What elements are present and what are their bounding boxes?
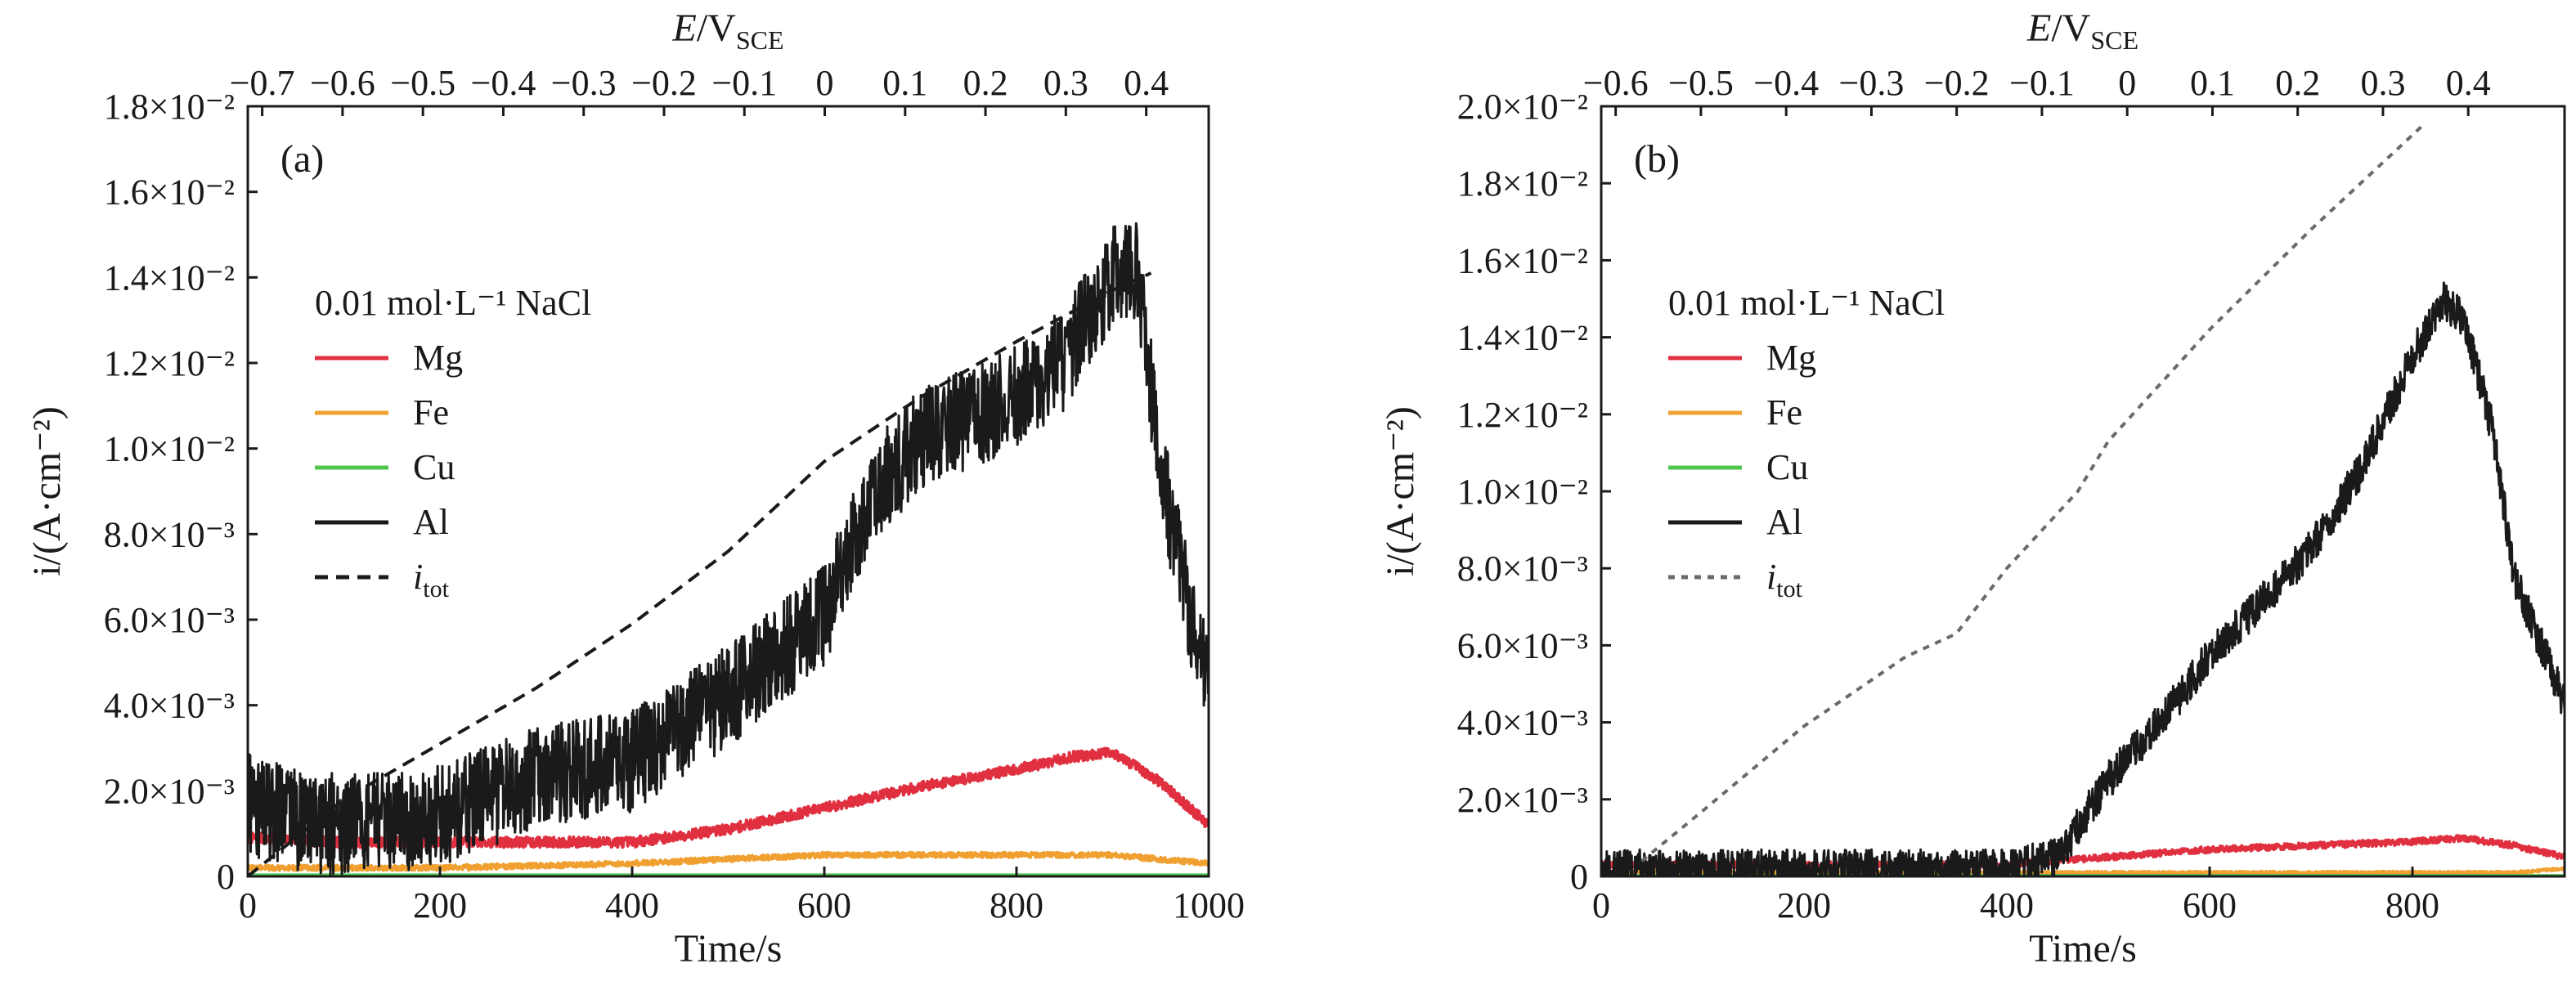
top-tick-label: −0.1 bbox=[711, 63, 777, 103]
plot-frame bbox=[1600, 105, 2566, 878]
top-tick-label: −0.3 bbox=[551, 63, 617, 103]
top-tick-label: 0.4 bbox=[1124, 63, 1169, 103]
top-tick-label: 0.2 bbox=[963, 63, 1008, 103]
y-tick-label: 6.0×10⁻³ bbox=[1457, 625, 1588, 665]
y-tick-label: 0 bbox=[1570, 857, 1588, 897]
x-tick-label: 200 bbox=[1777, 885, 1831, 925]
top-tick-label: −0.3 bbox=[1839, 63, 1905, 103]
top-tick-label: 0 bbox=[2118, 63, 2136, 103]
top-tick-label: −0.7 bbox=[230, 63, 295, 103]
top-tick-label: 0.3 bbox=[2360, 63, 2405, 103]
top-tick-label: −0.5 bbox=[1668, 63, 1734, 103]
x-tick-label: 600 bbox=[2183, 885, 2237, 925]
y-tick-label: 1.0×10⁻² bbox=[104, 429, 235, 469]
plot-area bbox=[248, 222, 1209, 876]
legend-label-al: Al bbox=[1766, 502, 1802, 542]
legend-label-itot: itot bbox=[413, 557, 450, 603]
top-tick-label: −0.4 bbox=[1753, 63, 1819, 103]
y-tick-label: 2.0×10⁻³ bbox=[104, 771, 235, 811]
y-tick-label: 8.0×10⁻³ bbox=[1457, 549, 1588, 589]
x-tick-label: 600 bbox=[797, 885, 851, 925]
y-tick-label: 1.4×10⁻² bbox=[104, 258, 235, 298]
x-axis-title: Time/s bbox=[2029, 927, 2137, 970]
y-tick-label: 6.0×10⁻³ bbox=[104, 600, 235, 640]
x-tick-label: 800 bbox=[2385, 885, 2439, 925]
y-tick-label: 1.6×10⁻² bbox=[104, 172, 235, 213]
y-tick-label: 2.0×10⁻³ bbox=[1457, 780, 1588, 820]
top-tick-label: −0.6 bbox=[1583, 63, 1649, 103]
top-axis-title: E/VSCE bbox=[671, 7, 783, 55]
legend-label-mg: Mg bbox=[1766, 338, 1816, 378]
legend: 0.01 mol·L⁻¹ NaCl Mg Fe Cu Al itot bbox=[315, 283, 591, 603]
x-tick-label: 200 bbox=[413, 885, 467, 925]
legend-label-mg: Mg bbox=[413, 338, 463, 378]
legend-title: 0.01 mol·L⁻¹ NaCl bbox=[315, 283, 591, 323]
series-line-i-tot bbox=[248, 271, 1152, 876]
top-tick-label: −0.2 bbox=[631, 63, 697, 103]
x-tick-label: 800 bbox=[990, 885, 1043, 925]
series-line-i-tot bbox=[1640, 124, 2424, 862]
panel-label: (a) bbox=[280, 137, 324, 181]
legend-label-cu: Cu bbox=[1766, 447, 1808, 487]
top-tick-label: 0.2 bbox=[2275, 63, 2320, 103]
legend-label-itot: itot bbox=[1766, 557, 1803, 603]
y-tick-label: 0 bbox=[217, 857, 235, 897]
top-tick-label: 0.3 bbox=[1043, 63, 1088, 103]
top-tick-label: −0.4 bbox=[471, 63, 536, 103]
top-tick-label: −0.6 bbox=[310, 63, 375, 103]
x-tick-label: 1000 bbox=[1173, 885, 1245, 925]
series-line-al bbox=[1601, 281, 2565, 876]
legend-label-fe: Fe bbox=[1766, 392, 1802, 432]
x-tick-label: 400 bbox=[605, 885, 659, 925]
top-tick-label: −0.2 bbox=[1924, 63, 1990, 103]
y-tick-label: 4.0×10⁻³ bbox=[1457, 703, 1588, 743]
y-tick-label: 1.8×10⁻² bbox=[104, 87, 235, 127]
chart-panel-a: 0 200 400 600 800 1000 Time/s 0 2.0×10⁻³ 4.0×10⁻³… bbox=[25, 7, 1245, 970]
x-tick-label: 0 bbox=[1592, 885, 1610, 925]
legend-label-fe: Fe bbox=[413, 392, 449, 432]
x-tick-label: 0 bbox=[239, 885, 257, 925]
y-tick-label: 1.2×10⁻² bbox=[1457, 395, 1588, 435]
series-line-fe bbox=[248, 850, 1209, 872]
y-axis-title: i/(A·cm⁻²) bbox=[1379, 406, 1422, 576]
legend: 0.01 mol·L⁻¹ NaCl Mg Fe Cu Al itot bbox=[1668, 283, 1945, 603]
y-tick-label: 1.6×10⁻² bbox=[1457, 240, 1588, 280]
top-tick-label: −0.1 bbox=[2009, 63, 2075, 103]
legend-label-al: Al bbox=[413, 502, 449, 542]
legend-title: 0.01 mol·L⁻¹ NaCl bbox=[1668, 283, 1945, 323]
x-axis-title: Time/s bbox=[675, 927, 783, 970]
panel-label: (b) bbox=[1634, 137, 1680, 181]
chart-panel-b: 0 200 400 600 800 Time/s 0 2.0×10⁻³ 4.0×10⁻³ 6.0×… bbox=[1379, 7, 2566, 970]
y-tick-label: 1.2×10⁻² bbox=[104, 343, 235, 383]
y-tick-label: 1.4×10⁻² bbox=[1457, 318, 1588, 358]
series-line-al bbox=[248, 222, 1209, 876]
y-tick-label: 1.8×10⁻² bbox=[1457, 164, 1588, 204]
top-tick-label: 0.4 bbox=[2446, 63, 2491, 103]
top-tick-label: 0.1 bbox=[2190, 63, 2235, 103]
plot-frame bbox=[246, 105, 1210, 878]
y-axis-title: i/(A·cm⁻²) bbox=[25, 406, 69, 576]
y-tick-label: 2.0×10⁻² bbox=[1457, 87, 1588, 127]
top-tick-label: 0.1 bbox=[882, 63, 927, 103]
legend-label-cu: Cu bbox=[413, 447, 455, 487]
x-tick-label: 400 bbox=[1980, 885, 2034, 925]
top-tick-label: −0.5 bbox=[390, 63, 456, 103]
top-tick-label: 0 bbox=[816, 63, 834, 103]
top-axis-title: E/VSCE bbox=[2026, 7, 2138, 55]
y-tick-label: 4.0×10⁻³ bbox=[104, 686, 235, 726]
y-tick-label: 1.0×10⁻² bbox=[1457, 472, 1588, 512]
y-tick-label: 8.0×10⁻³ bbox=[104, 514, 235, 554]
plot-area bbox=[1601, 124, 2565, 876]
